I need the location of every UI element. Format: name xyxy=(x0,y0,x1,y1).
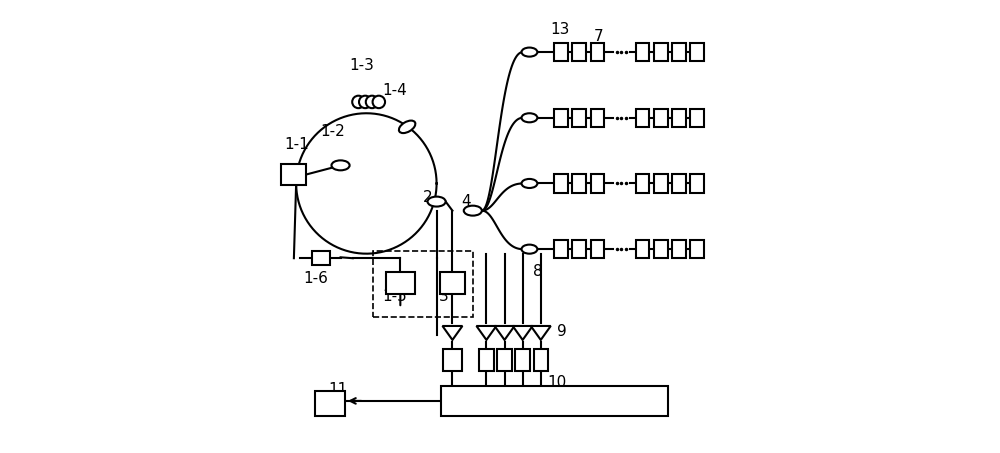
Text: 7: 7 xyxy=(594,29,604,44)
Polygon shape xyxy=(531,326,551,340)
Ellipse shape xyxy=(428,197,446,207)
Bar xyxy=(440,272,465,294)
Text: 10: 10 xyxy=(547,375,566,390)
Bar xyxy=(386,272,415,294)
Text: 2: 2 xyxy=(423,189,432,205)
Bar xyxy=(636,174,649,193)
Bar xyxy=(591,174,604,193)
Bar xyxy=(312,251,330,265)
Bar xyxy=(672,43,686,61)
Polygon shape xyxy=(442,326,462,340)
Bar xyxy=(572,240,586,258)
Circle shape xyxy=(366,96,378,108)
Polygon shape xyxy=(495,326,514,340)
Bar xyxy=(479,349,494,371)
Bar xyxy=(636,240,649,258)
Ellipse shape xyxy=(331,160,350,170)
Circle shape xyxy=(373,96,385,108)
Bar xyxy=(441,386,668,416)
Circle shape xyxy=(352,96,365,108)
Bar xyxy=(554,240,568,258)
Bar xyxy=(572,174,586,193)
Bar xyxy=(690,174,704,193)
Bar xyxy=(690,43,704,61)
Ellipse shape xyxy=(464,206,482,216)
Bar xyxy=(654,43,668,61)
Ellipse shape xyxy=(522,245,537,254)
Bar xyxy=(315,390,345,416)
Ellipse shape xyxy=(522,113,537,122)
Bar xyxy=(672,240,686,258)
Text: 11: 11 xyxy=(328,382,347,397)
Bar xyxy=(672,109,686,127)
Bar xyxy=(654,240,668,258)
Bar xyxy=(572,43,586,61)
Text: 8: 8 xyxy=(533,264,542,280)
Text: 1-2: 1-2 xyxy=(320,124,345,139)
Ellipse shape xyxy=(399,120,415,133)
Ellipse shape xyxy=(522,48,537,57)
Ellipse shape xyxy=(522,179,537,188)
Bar xyxy=(636,43,649,61)
Bar xyxy=(373,251,473,317)
Text: 12: 12 xyxy=(398,271,417,286)
Text: 4: 4 xyxy=(461,194,471,209)
Bar xyxy=(690,109,704,127)
Bar xyxy=(690,240,704,258)
Bar xyxy=(672,174,686,193)
Bar xyxy=(591,109,604,127)
Bar xyxy=(281,164,306,185)
Text: 1-5: 1-5 xyxy=(383,289,407,304)
Bar xyxy=(636,109,649,127)
Polygon shape xyxy=(513,326,533,340)
Text: 1-3: 1-3 xyxy=(349,58,374,73)
Polygon shape xyxy=(476,326,496,340)
Bar xyxy=(554,43,568,61)
Text: 1-1: 1-1 xyxy=(285,137,309,153)
Bar xyxy=(572,109,586,127)
Bar xyxy=(515,349,530,371)
Bar xyxy=(654,174,668,193)
Bar xyxy=(554,174,568,193)
Bar xyxy=(591,43,604,61)
Text: 3: 3 xyxy=(438,289,448,304)
Bar xyxy=(591,240,604,258)
Text: 9: 9 xyxy=(557,324,567,339)
Bar xyxy=(654,109,668,127)
Bar xyxy=(443,349,462,371)
Bar xyxy=(554,109,568,127)
Bar xyxy=(497,349,512,371)
Text: 1-4: 1-4 xyxy=(383,83,407,98)
Bar xyxy=(534,349,548,371)
Text: 1-6: 1-6 xyxy=(303,271,328,286)
Circle shape xyxy=(359,96,371,108)
Text: 13: 13 xyxy=(551,22,570,37)
